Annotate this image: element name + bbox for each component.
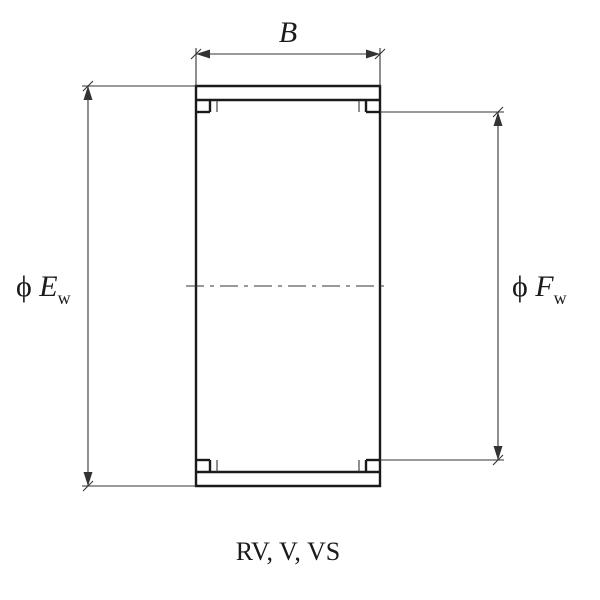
bearing-cross-section-diagram: Bϕ Ew ϕ Fw RV, V, VS [0, 0, 600, 600]
variant-caption: RV, V, VS [236, 537, 340, 566]
dimension-fw-label: ϕ Fw [512, 270, 567, 308]
dimension-ew-label: ϕ Ew [16, 270, 71, 308]
dimension-b-label: B [279, 16, 297, 49]
